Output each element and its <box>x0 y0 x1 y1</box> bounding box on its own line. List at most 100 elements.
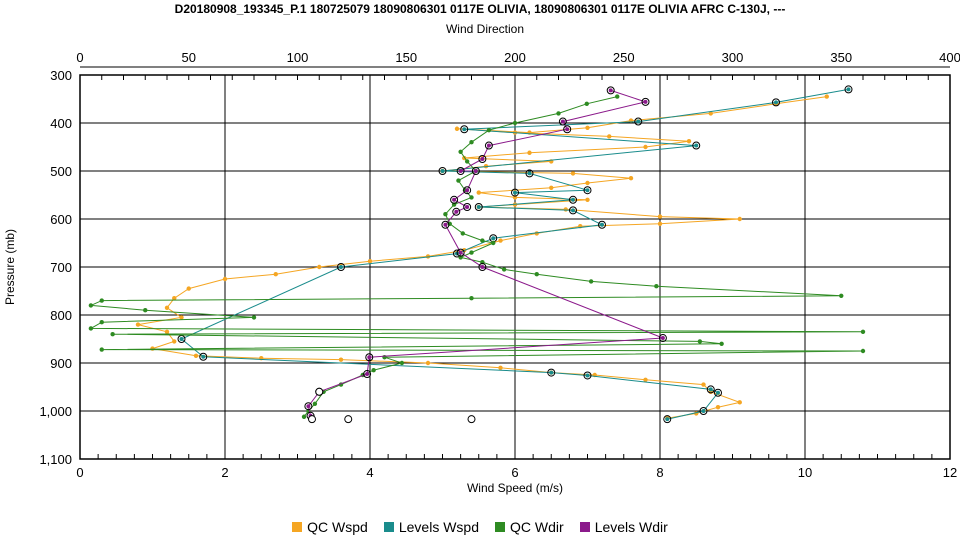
data-point <box>588 279 594 284</box>
level-marker <box>441 220 450 229</box>
data-point <box>556 111 561 116</box>
x-tick-label-bottom: 12 <box>943 465 957 480</box>
data-point <box>338 357 344 362</box>
data-point <box>584 101 589 107</box>
data-point <box>179 315 184 320</box>
level-marker <box>460 125 469 134</box>
data-point <box>657 214 663 219</box>
data-point <box>549 185 554 190</box>
y-tick-label: 1,100 <box>39 452 72 467</box>
legend-swatch <box>495 522 506 532</box>
open-circle-marker <box>344 415 353 424</box>
level-marker <box>692 141 701 150</box>
data-point <box>607 134 612 139</box>
level-marker-fill <box>571 197 575 202</box>
y-tick-label: 400 <box>50 116 72 131</box>
data-point <box>135 322 141 327</box>
data-point <box>469 250 474 255</box>
data-point <box>498 365 503 370</box>
data-point <box>312 401 318 406</box>
series-line-levels-wspd <box>180 88 849 420</box>
level-marker-fill <box>560 119 565 124</box>
legend-label: QC Wspd <box>307 519 368 535</box>
level-marker-fill <box>600 222 604 227</box>
x-axis-label-top: Wind Direction <box>446 22 524 36</box>
data-point <box>501 267 507 272</box>
data-point <box>715 404 721 410</box>
x-tick-label-top: 350 <box>830 50 852 65</box>
level-marker-fill <box>585 188 590 193</box>
x-tick-label-top: 300 <box>722 50 744 65</box>
data-point <box>719 341 724 346</box>
y-tick-label: 600 <box>50 212 72 227</box>
level-marker-fill <box>440 169 445 173</box>
level-marker <box>569 206 577 215</box>
data-point <box>110 332 115 337</box>
data-point <box>99 347 104 352</box>
data-point <box>491 240 496 246</box>
data-point <box>443 212 448 217</box>
data-point <box>643 377 648 382</box>
data-point <box>839 293 844 298</box>
level-marker-fill <box>465 205 470 209</box>
chart-title: D20180908_193345_P.1 180725079 180908063… <box>174 2 786 16</box>
level-marker-fill <box>452 197 457 202</box>
data-point <box>172 296 177 301</box>
data-point <box>222 276 228 282</box>
level-marker <box>511 188 519 197</box>
data-point <box>686 139 692 144</box>
data-point <box>570 171 576 176</box>
level-marker <box>471 167 480 175</box>
data-point <box>464 159 470 164</box>
level-marker-fill <box>443 222 448 227</box>
level-marker <box>714 388 722 397</box>
level-marker-fill <box>306 404 311 409</box>
x-tick-label-top: 150 <box>395 50 417 65</box>
data-point <box>563 207 568 212</box>
open-circle-marker <box>315 387 324 396</box>
legend-swatch <box>383 522 394 532</box>
data-point <box>371 368 376 373</box>
data-point <box>643 144 648 150</box>
data-point <box>486 128 492 133</box>
y-tick-label: 800 <box>50 308 72 323</box>
level-marker <box>563 125 572 134</box>
data-point <box>527 150 532 155</box>
data-point <box>193 353 199 358</box>
data-point <box>99 298 104 303</box>
level-marker-fill <box>643 99 648 104</box>
legend-item-qc-wdir[interactable]: QC Wdir <box>495 519 564 535</box>
level-marker <box>772 98 780 107</box>
data-point <box>172 339 177 344</box>
data-point <box>737 216 742 222</box>
legend-item-levels-wspd[interactable]: Levels Wspd <box>383 519 479 535</box>
level-marker-fill <box>480 157 485 161</box>
level-marker <box>456 167 465 175</box>
level-marker <box>478 155 487 163</box>
open-circle-marker <box>467 415 476 424</box>
level-marker-fill <box>491 236 496 241</box>
level-marker <box>706 385 715 394</box>
level-marker-fill <box>458 250 463 255</box>
data-point <box>301 414 307 419</box>
data-point <box>164 329 170 334</box>
level-marker-fill <box>480 265 485 269</box>
level-marker <box>658 334 667 343</box>
data-point <box>460 231 465 236</box>
data-point <box>186 286 191 291</box>
data-point <box>88 303 94 308</box>
legend-item-levels-wdir[interactable]: Levels Wdir <box>579 519 668 535</box>
level-marker-fill <box>179 337 184 341</box>
level-marker <box>598 220 606 229</box>
data-point <box>708 111 713 116</box>
x-tick-label-top: 200 <box>504 50 526 65</box>
data-point <box>317 264 322 270</box>
level-marker <box>569 195 577 204</box>
x-tick-label-top: 0 <box>76 50 83 65</box>
x-tick-label-top: 250 <box>613 50 635 65</box>
level-marker <box>474 203 483 211</box>
level-marker <box>547 368 556 377</box>
legend-item-qc-wspd[interactable]: QC Wspd <box>292 519 368 535</box>
level-marker <box>583 186 592 195</box>
